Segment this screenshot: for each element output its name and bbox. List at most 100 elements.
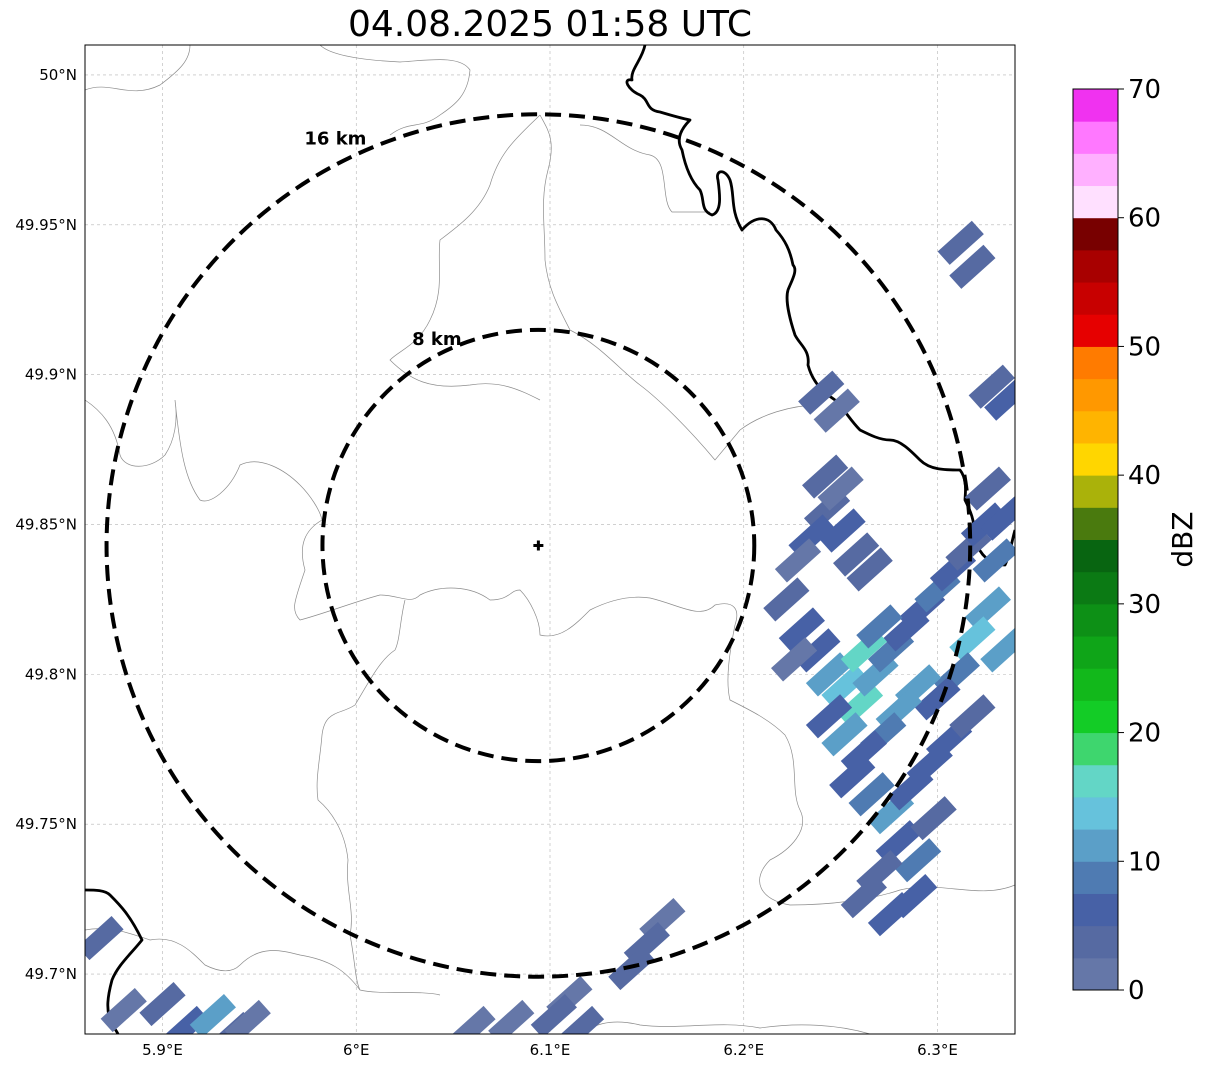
- echo-cell: [774, 538, 822, 583]
- echo-cell: [833, 532, 880, 577]
- boundary-line: [727, 624, 1015, 906]
- boundary-line: [579, 1021, 871, 1034]
- range-ring-labels: 8 km 16 km: [304, 128, 461, 350]
- echo-cell: [840, 874, 887, 919]
- colorbar-bin: [1073, 893, 1118, 927]
- colorbar-tick-label: 20: [1128, 719, 1161, 749]
- echo-cell: [817, 466, 864, 511]
- echo-cell: [139, 981, 186, 1027]
- colorbar-bin: [1073, 153, 1118, 187]
- boundary-line: [539, 114, 571, 331]
- colorbar-bin: [1073, 925, 1118, 959]
- boundary-line: [85, 928, 441, 996]
- border-line: [625, 45, 1015, 567]
- echo-cell: [891, 874, 938, 919]
- echo-cell: [821, 664, 868, 709]
- colorbar: 0 10 20 30 40 50 60 70 dBZ: [1072, 75, 1199, 1006]
- echo-cell: [856, 604, 903, 649]
- echo-cell: [530, 993, 577, 1034]
- colorbar-bin: [1073, 861, 1118, 894]
- lon-tick-label: 6.1°E: [530, 1041, 571, 1059]
- colorbar-bin: [1073, 475, 1118, 508]
- lat-tick-label: 49.7°N: [25, 965, 77, 983]
- colorbar-bin: [1073, 539, 1118, 573]
- colorbar-tick-label: 40: [1128, 461, 1161, 491]
- echo-cell: [805, 694, 853, 739]
- colorbar-frame: [1072, 88, 1119, 991]
- boundary-line: [389, 114, 541, 401]
- echo-cell: [949, 694, 996, 739]
- echo-cell: [813, 388, 860, 433]
- echo-cell: [805, 652, 853, 697]
- echo-cell: [802, 454, 849, 499]
- municipal-boundaries: [85, 45, 1015, 1034]
- colorbar-tick-label: 0: [1128, 976, 1145, 1006]
- range-ring-label: 8 km: [412, 329, 462, 350]
- echo-cell: [100, 987, 147, 1033]
- longitude-tick-labels: 5.9°E 6°E 6.1°E 6.2°E 6.3°E: [142, 1041, 958, 1059]
- colorbar-bin: [1073, 378, 1118, 412]
- colorbar-bin: [1073, 314, 1118, 347]
- colorbar-bin: [1073, 636, 1118, 669]
- colorbar-bin: [1073, 249, 1118, 283]
- echo-cell: [162, 1005, 209, 1034]
- echo-cell: [910, 796, 957, 841]
- echo-cell: [449, 1005, 496, 1034]
- echo-cell: [984, 376, 1015, 421]
- boundary-line: [85, 45, 191, 92]
- echo-cell: [557, 1005, 605, 1034]
- colorbar-tick-label: 10: [1128, 847, 1161, 877]
- latitude-tick-labels: 50°N 49.95°N 49.9°N 49.85°N 49.8°N 49.75°N 49.…: [15, 66, 77, 983]
- boundary-line: [294, 519, 738, 637]
- range-ring-8km: [320, 327, 757, 764]
- colorbar-bin: [1073, 507, 1118, 540]
- boundary-line: [319, 45, 471, 136]
- echo-cell: [224, 999, 271, 1034]
- colorbar-bin: [1073, 89, 1118, 122]
- lat-tick-label: 49.9°N: [25, 366, 77, 384]
- echo-cell: [488, 999, 535, 1034]
- lon-tick-label: 5.9°E: [142, 1041, 183, 1059]
- colorbar-tick-label: 50: [1128, 332, 1161, 362]
- echo-cell: [846, 547, 893, 592]
- radar-site-marker: [533, 540, 544, 551]
- reflectivity-echoes: [85, 220, 1015, 1034]
- boundary-line: [316, 599, 406, 991]
- echo-cell: [949, 244, 996, 289]
- echo-cell: [778, 607, 825, 652]
- echo-cell: [914, 676, 961, 721]
- lon-tick-label: 6.2°E: [723, 1041, 764, 1059]
- colorbar-bin: [1073, 957, 1118, 991]
- colorbar-tick-label: 70: [1128, 75, 1161, 105]
- echo-cell: [937, 220, 984, 265]
- colorbar-bin: [1073, 571, 1118, 605]
- lon-tick-label: 6.3°E: [917, 1041, 958, 1059]
- echo-cell: [964, 466, 1011, 511]
- echo-cell: [85, 916, 124, 961]
- echo-cell: [798, 370, 845, 415]
- colorbar-bin: [1073, 700, 1118, 734]
- echo-cell: [189, 993, 236, 1034]
- colorbar-bin: [1073, 442, 1118, 476]
- echo-cell: [895, 838, 942, 883]
- colorbar-bin: [1073, 185, 1118, 219]
- colorbar-bin: [1073, 668, 1118, 701]
- boundary-line: [569, 329, 821, 461]
- echo-cell: [821, 712, 868, 757]
- colorbar-bin: [1073, 282, 1118, 315]
- echo-cell: [968, 364, 1015, 409]
- range-rings: [104, 112, 973, 979]
- lat-tick-label: 50°N: [39, 66, 77, 84]
- boundary-line: [85, 399, 323, 521]
- echo-cell: [972, 538, 1015, 583]
- colorbar-bin: [1073, 829, 1118, 862]
- echo-cell: [771, 637, 818, 682]
- echo-cell: [794, 628, 841, 673]
- echo-cell: [819, 508, 866, 553]
- echo-cell: [836, 682, 884, 727]
- colorbar-bin: [1073, 410, 1118, 444]
- colorbar-bin: [1073, 121, 1118, 154]
- lon-tick-label: 6°E: [343, 1041, 370, 1059]
- colorbar-bin: [1073, 217, 1118, 251]
- map-layers: [85, 45, 1015, 1034]
